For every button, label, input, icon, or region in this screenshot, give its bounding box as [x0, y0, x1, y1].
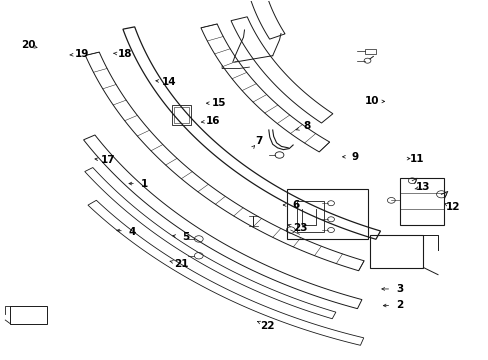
- Text: 21: 21: [174, 259, 188, 269]
- Text: 12: 12: [445, 202, 459, 212]
- Text: 22: 22: [260, 321, 275, 331]
- Text: 2: 2: [396, 300, 403, 310]
- Text: 9: 9: [351, 152, 358, 162]
- Text: 16: 16: [205, 116, 220, 126]
- Text: 17: 17: [101, 156, 116, 165]
- Text: 14: 14: [162, 77, 176, 87]
- Text: 20: 20: [21, 40, 35, 50]
- Text: 15: 15: [211, 98, 226, 108]
- Text: 7: 7: [255, 136, 262, 146]
- Text: 11: 11: [409, 154, 424, 163]
- Text: 4: 4: [129, 227, 136, 237]
- Text: 1: 1: [141, 179, 148, 189]
- Text: 18: 18: [118, 49, 132, 59]
- Text: 10: 10: [364, 96, 378, 107]
- Text: 23: 23: [293, 223, 307, 233]
- Text: 8: 8: [303, 121, 310, 131]
- Bar: [365, 49, 375, 54]
- Text: 3: 3: [396, 284, 403, 294]
- Text: 5: 5: [182, 232, 189, 242]
- Text: 13: 13: [415, 182, 430, 192]
- Text: 6: 6: [291, 200, 299, 210]
- Text: 19: 19: [74, 49, 89, 59]
